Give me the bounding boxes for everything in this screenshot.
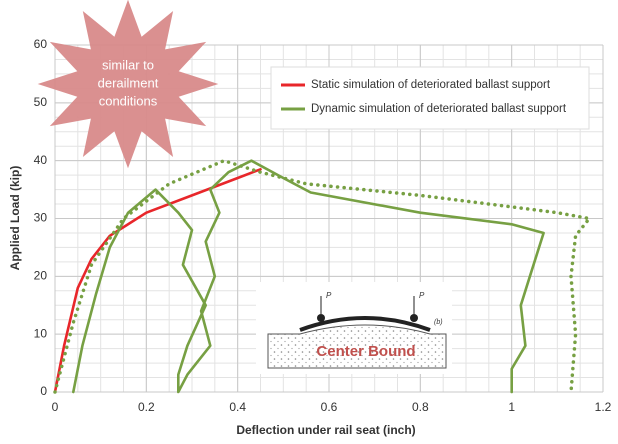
y-tick-label: 0 (40, 384, 47, 398)
callout-text: derailment (98, 75, 159, 90)
chart: 0 0.2 0.4 0.6 0.8 1 1.2 0 10 20 30 40 50 60 Deflectio… (0, 0, 618, 439)
callout-text: similar to (102, 57, 154, 72)
y-tick-label: 10 (34, 326, 48, 340)
y-tick-label: 30 (34, 211, 48, 225)
x-tick-label: 0.2 (138, 400, 155, 414)
inset-label: Center Bound (316, 343, 415, 360)
legend-box (271, 67, 589, 129)
inset-load-label: P (326, 291, 332, 300)
y-tick-label: 60 (34, 37, 48, 51)
y-tick-label: 40 (34, 153, 48, 167)
rail-seat (410, 314, 418, 322)
x-axis-title: Deflection under rail seat (inch) (236, 423, 415, 437)
x-tick-label: 0 (52, 400, 59, 414)
inset-diagram: P P (b) Center Bound (256, 282, 452, 374)
x-tick-label: 0.4 (229, 400, 246, 414)
callout-text: conditions (99, 93, 158, 108)
y-tick-label: 20 (34, 269, 48, 283)
y-axis-title: Applied Load (kip) (8, 166, 22, 271)
y-tick-label: 50 (34, 95, 48, 109)
legend-label: Dynamic simulation of deteriorated balla… (311, 103, 567, 115)
legend-label: Static simulation of deteriorated ballas… (311, 79, 551, 91)
inset-tag: (b) (434, 319, 443, 326)
x-tick-label: 0.8 (412, 400, 429, 414)
rail-seat (317, 314, 325, 322)
data-line (55, 169, 261, 392)
x-tick-label: 1.2 (595, 400, 612, 414)
x-tick-label: 1 (508, 400, 515, 414)
x-tick-label: 0.6 (321, 400, 338, 414)
inset-load-label: P (419, 291, 425, 300)
